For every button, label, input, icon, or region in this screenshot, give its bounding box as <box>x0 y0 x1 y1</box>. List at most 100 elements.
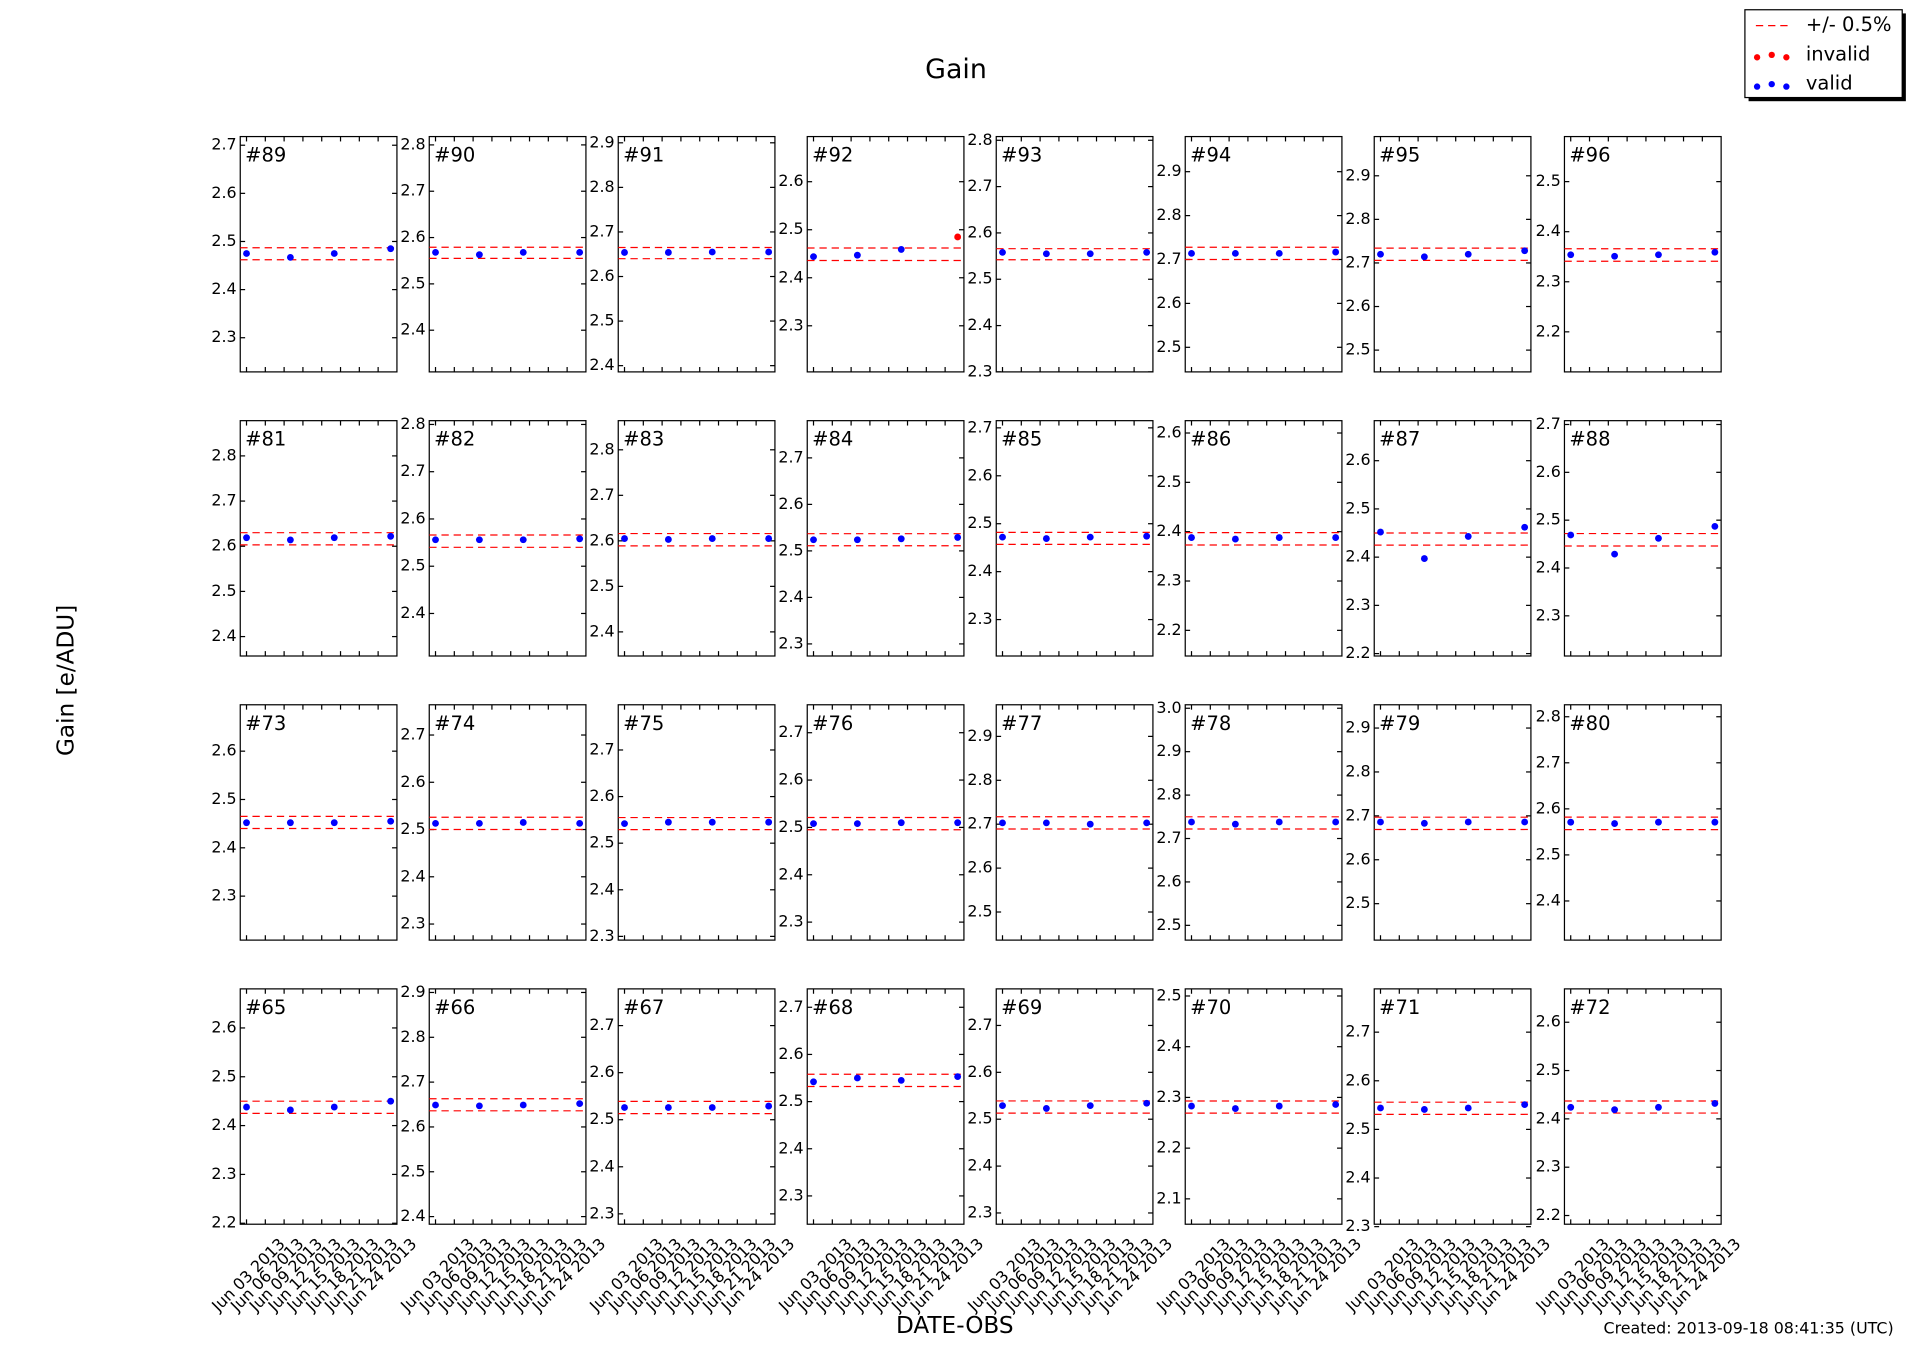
data-point <box>1711 248 1719 256</box>
y-tick-label: 2.7 <box>400 1072 425 1091</box>
panel: 2.5 2.6 2.7 2.8 2.9 #77 <box>967 704 1154 941</box>
panel-label: #91 <box>623 144 664 167</box>
y-tick-label: 2.9 <box>1156 741 1181 760</box>
y-tick-label: 2.8 <box>1345 761 1370 780</box>
legend-swatch <box>1753 83 1761 90</box>
data-point <box>765 1102 773 1110</box>
data-point <box>519 248 527 256</box>
panel-label: #96 <box>1569 144 1610 167</box>
panel-label: #85 <box>1001 428 1042 451</box>
data-point <box>999 819 1006 827</box>
legend-swatch <box>1783 83 1790 90</box>
y-tick-label: 2.8 <box>1536 706 1561 725</box>
plot-area <box>617 420 776 657</box>
footnote: Created: 2013-09-18 08:41:35 (UTC) <box>1604 1319 1894 1338</box>
y-tick-label: 2.6 <box>1345 849 1370 868</box>
data-point <box>1655 818 1662 826</box>
panel-label: #72 <box>1569 996 1610 1019</box>
panel-label: #83 <box>623 428 664 451</box>
panel: 2.3 2.4 2.5 2.6 2.7 #85 <box>967 417 1154 657</box>
plot-area <box>617 988 776 1225</box>
data-point <box>286 1106 294 1114</box>
panel-label: #89 <box>245 144 286 167</box>
plot-area <box>995 420 1154 657</box>
data-point <box>1711 522 1719 530</box>
y-tick-label: 2.5 <box>400 273 425 292</box>
data-point <box>576 248 584 256</box>
data-point <box>765 535 773 542</box>
data-point <box>1332 818 1340 826</box>
y-tick-label: 2.6 <box>778 1044 803 1063</box>
data-point <box>1420 555 1428 563</box>
y-tick-label: 2.6 <box>967 1062 992 1081</box>
y-tick-label: 2.6 <box>589 530 614 549</box>
plot-area <box>428 135 587 373</box>
y-tick-label: 2.4 <box>1156 1036 1181 1055</box>
data-point <box>1332 248 1340 256</box>
panel-label: #71 <box>1379 996 1420 1019</box>
data-point <box>576 819 584 827</box>
panel: 2.5 2.6 2.7 2.8 2.9 #94 <box>1156 135 1343 373</box>
y-tick-label: 2.6 <box>400 227 425 246</box>
data-point <box>1611 550 1619 558</box>
plot-area <box>995 135 1154 373</box>
y-tick-label: 2.7 <box>778 447 803 466</box>
y-tick-label: 2.5 <box>1156 985 1181 1004</box>
panel-label: #78 <box>1190 712 1231 735</box>
data-point <box>1332 1101 1340 1108</box>
data-point <box>621 249 628 256</box>
panel: 2.5 2.6 2.7 2.8 2.9 3.0 #78 <box>1156 698 1343 941</box>
y-tick-label: 2.5 <box>1345 893 1370 912</box>
panel-label: #95 <box>1379 144 1420 167</box>
y-tick-label: 2.4 <box>1536 890 1561 909</box>
y-tick-label: 2.8 <box>400 1027 425 1046</box>
y-tick-label: 2.4 <box>211 279 236 298</box>
panel-label: #94 <box>1190 144 1231 167</box>
y-tick-label: 2.5 <box>1345 1119 1370 1138</box>
y-tick-label: 2.4 <box>1536 1108 1561 1127</box>
panel: 2.3 2.4 2.5 2.6 #92 <box>778 135 965 373</box>
plot-area <box>995 704 1154 941</box>
data-point <box>1420 819 1428 827</box>
y-tick-label: 2.5 <box>778 540 803 559</box>
y-tick-label: 2.8 <box>1156 205 1181 224</box>
y-tick-label: 2.6 <box>1536 462 1561 481</box>
panel-label: #69 <box>1001 996 1042 1019</box>
y-tick-label: 2.7 <box>400 725 425 744</box>
data-point <box>432 1101 439 1109</box>
y-tick-label: 2.4 <box>967 315 992 334</box>
data-point <box>1275 1102 1283 1110</box>
y-tick-label: 2.5 <box>1345 498 1370 517</box>
y-tick-label: 2.7 <box>1156 828 1181 847</box>
y-tick-label: 2.4 <box>400 603 425 622</box>
y-tick-label: 2.7 <box>1156 249 1181 268</box>
y-tick-label: 2.8 <box>211 445 236 464</box>
y-tick-label: 2.7 <box>1345 252 1370 271</box>
data-point <box>1611 820 1619 828</box>
data-point <box>897 819 905 827</box>
legend-swatch <box>1768 51 1775 59</box>
panel: 2.3 2.4 2.5 2.6 2.7 #76 <box>778 704 965 941</box>
panel: 2.5 2.6 2.7 2.8 2.9 #79 <box>1345 704 1532 941</box>
y-tick-label: 2.3 <box>967 609 992 628</box>
panel-label: #82 <box>434 428 475 451</box>
y-tick-label: 2.4 <box>1345 1168 1370 1187</box>
x-axis-label: DATE-OBS <box>896 1313 1014 1339</box>
y-tick-label: 2.6 <box>1345 1070 1370 1089</box>
data-point <box>286 253 294 261</box>
y-tick-label: 2.6 <box>400 772 425 791</box>
y-tick-label: 2.7 <box>967 814 992 833</box>
data-point <box>765 818 773 826</box>
data-point <box>999 533 1006 541</box>
data-point <box>853 536 861 544</box>
y-tick-label: 2.5 <box>1156 472 1181 491</box>
legend-swatch <box>1783 54 1790 61</box>
y-tick-label: 2.4 <box>400 320 425 339</box>
legend-label: invalid <box>1806 42 1870 65</box>
panel-label: #66 <box>434 996 475 1019</box>
data-point <box>475 1102 483 1110</box>
y-tick-label: 2.8 <box>1345 209 1370 228</box>
panel-label: #79 <box>1379 712 1420 735</box>
